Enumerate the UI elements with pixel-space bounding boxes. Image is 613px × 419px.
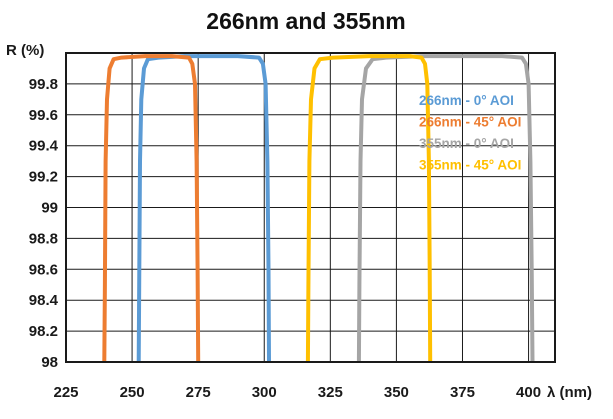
y-tick-label: 99.4 — [29, 138, 59, 155]
y-tick-label: 99 — [41, 200, 58, 217]
y-tick-label: 98.8 — [29, 230, 58, 247]
y-tick-label: 98 — [41, 354, 58, 371]
y-tick-label: 99.2 — [29, 169, 58, 186]
x-tick-label: 225 — [53, 384, 78, 401]
series-lines — [102, 54, 535, 363]
y-axis-label: R (%) — [6, 42, 44, 59]
x-tick-label: 325 — [318, 384, 343, 401]
plot-area-frame — [65, 52, 556, 363]
x-tick-label: 300 — [252, 384, 277, 401]
tick-labels: 225 250 275 300 325 350 375 400 98 98.2 98.4 98.6 98… — [29, 76, 541, 401]
legend-entry: 266nm - 0° AOI — [419, 93, 514, 108]
chart-title: 266nm and 355nm — [206, 8, 405, 34]
y-tick-label: 98.2 — [29, 323, 58, 340]
y-tick-label: 98.6 — [29, 261, 58, 278]
x-tick-label: 400 — [516, 384, 541, 401]
legend-entry: 355nm - 45° AOI — [419, 158, 521, 173]
series-line-1 — [136, 54, 271, 363]
x-tick-label: 375 — [450, 384, 475, 401]
x-tick-label: 350 — [384, 384, 409, 401]
legend-entry: 266nm - 45° AOI — [419, 115, 521, 130]
legend-entry: 355nm - 0° AOI — [419, 136, 514, 151]
y-tick-label: 98.4 — [29, 292, 59, 309]
series-line-2 — [102, 54, 201, 363]
legend: 266nm - 0° AOI 266nm - 45° AOI 355nm - 0° … — [419, 93, 521, 173]
series-line-4 — [305, 54, 433, 363]
y-tick-label: 99.8 — [29, 76, 58, 93]
x-tick-label: 275 — [186, 384, 211, 401]
series-line-3 — [356, 54, 535, 363]
y-tick-label: 99.6 — [29, 107, 58, 124]
x-axis-label: λ (nm) — [547, 384, 592, 401]
x-tick-label: 250 — [120, 384, 145, 401]
